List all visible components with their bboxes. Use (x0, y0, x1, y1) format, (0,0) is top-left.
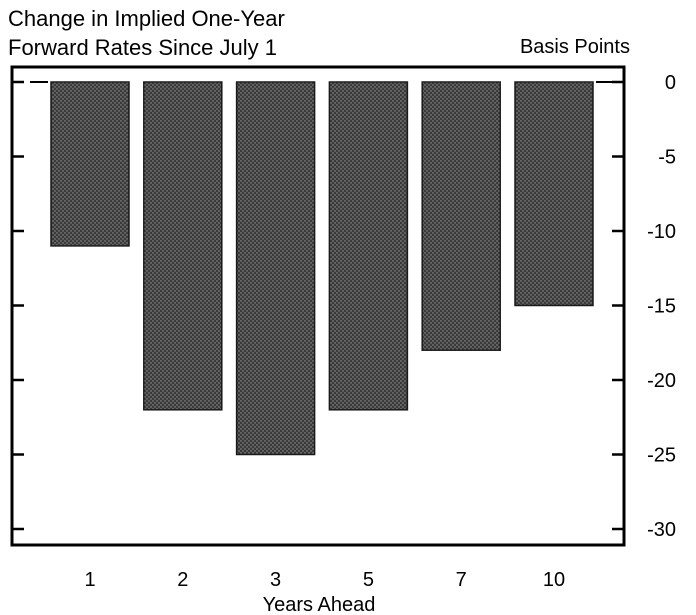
x-tick-label: 7 (456, 569, 467, 591)
chart-title-line-1: Change in Implied One-Year (8, 6, 285, 31)
x-tick-label: 1 (84, 569, 95, 591)
y-axis-unit-label: Basis Points (520, 36, 630, 58)
x-tick-label: 3 (270, 569, 281, 591)
y-tick-label: -30 (647, 519, 676, 541)
bar-3 (235, 81, 316, 456)
y-tick-label: -25 (647, 445, 676, 467)
y-tick-label: -10 (647, 221, 676, 243)
y-tick-label: -15 (647, 296, 676, 318)
bars-group (30, 81, 612, 456)
x-axis-ticks: 1 2 3 5 7 10 (84, 569, 565, 591)
y-tick-label: 0 (665, 72, 676, 94)
y-tick-label: -20 (647, 370, 676, 392)
bar-2 (143, 81, 223, 411)
x-tick-label: 5 (363, 569, 374, 591)
chart-title-line-2: Forward Rates Since July 1 (8, 35, 277, 60)
y-axis-ticks: 0 -5 -10 -15 -20 -25 -30 (12, 72, 676, 541)
y-tick-label: -5 (658, 147, 676, 169)
bar-7 (421, 81, 501, 351)
bar-5 (328, 81, 409, 411)
x-tick-label: 2 (177, 569, 188, 591)
bar-1 (50, 81, 130, 247)
x-tick-label: 10 (543, 569, 565, 591)
x-axis-title: Years Ahead (263, 594, 376, 615)
bar-10 (514, 81, 594, 307)
